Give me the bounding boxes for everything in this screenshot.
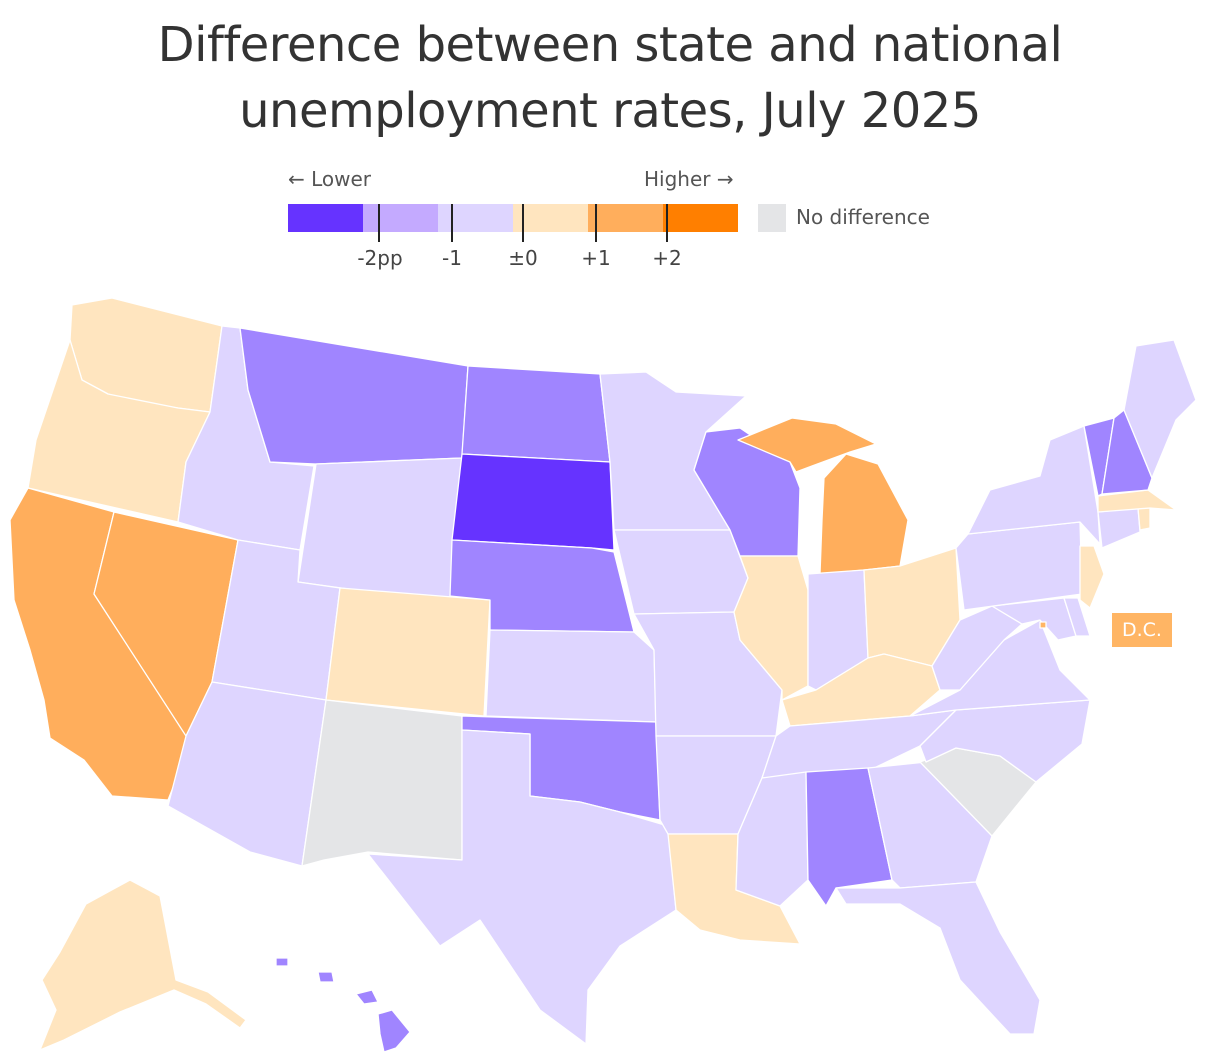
state-north-dakota[interactable] [461, 365, 611, 463]
legend-bin-4 [513, 204, 588, 232]
legend-tick-label-2: -1 [442, 246, 462, 270]
state-colorado[interactable] [325, 587, 491, 717]
legend-tick-label-1: -2pp [357, 246, 403, 270]
state-alaska[interactable] [39, 879, 247, 1051]
legend-bin-3 [438, 204, 513, 232]
state-new-hampshire[interactable] [1101, 409, 1153, 495]
state-texas[interactable] [367, 729, 677, 1045]
legend-tick-label-4: +1 [581, 246, 611, 270]
state-wyoming[interactable] [297, 457, 463, 605]
state-florida[interactable] [835, 881, 1041, 1035]
title-line-2: unemployment rates, July 2025 [239, 83, 981, 139]
legend-bin-1 [288, 204, 363, 232]
legend-bin-5 [588, 204, 663, 232]
legend-bin-6 [663, 204, 738, 232]
state-new-jersey[interactable] [1079, 545, 1105, 609]
state-illinois[interactable] [733, 555, 809, 701]
state-connecticut[interactable] [1097, 507, 1141, 549]
legend-tick-5 [666, 204, 668, 242]
state-south-dakota[interactable] [451, 453, 615, 551]
legend-bin-2 [363, 204, 438, 232]
state-rhode-island[interactable] [1137, 507, 1151, 531]
legend-tick-2 [451, 204, 453, 242]
state-new-mexico[interactable] [301, 699, 463, 867]
state-hawaii-kauai[interactable] [275, 957, 289, 967]
legend-color-scale [288, 204, 738, 232]
no-difference-label: No difference [796, 205, 930, 229]
legend-tick-label-3: ±0 [508, 246, 538, 270]
legend-tick-1 [378, 204, 380, 242]
state-kansas[interactable] [485, 629, 657, 723]
legend-tick-label-5: +2 [652, 246, 682, 270]
state-michigan-upper[interactable] [737, 417, 877, 473]
state-hawaii-maui[interactable] [355, 989, 379, 1005]
state-iowa[interactable] [613, 529, 749, 615]
state-hawaii-big-island[interactable] [377, 1009, 411, 1053]
state-michigan-lower[interactable] [819, 453, 909, 575]
legend-higher-label: Higher → [644, 167, 734, 191]
state-delaware[interactable] [1063, 597, 1091, 637]
dc-label: D.C. [1112, 613, 1172, 647]
dc-marker[interactable] [1039, 621, 1047, 629]
chart-title: Difference between state and national un… [0, 12, 1220, 144]
no-difference-swatch [758, 204, 786, 232]
state-west-virginia[interactable] [931, 605, 1023, 691]
legend-tick-3 [522, 204, 524, 242]
legend-tick-4 [595, 204, 597, 242]
legend-lower-label: ← Lower [288, 167, 372, 191]
state-montana[interactable] [239, 327, 469, 465]
state-maine[interactable] [1123, 339, 1197, 479]
state-hawaii-oahu[interactable] [317, 971, 335, 983]
title-line-1: Difference between state and national [157, 17, 1063, 73]
state-pennsylvania[interactable] [955, 521, 1083, 611]
